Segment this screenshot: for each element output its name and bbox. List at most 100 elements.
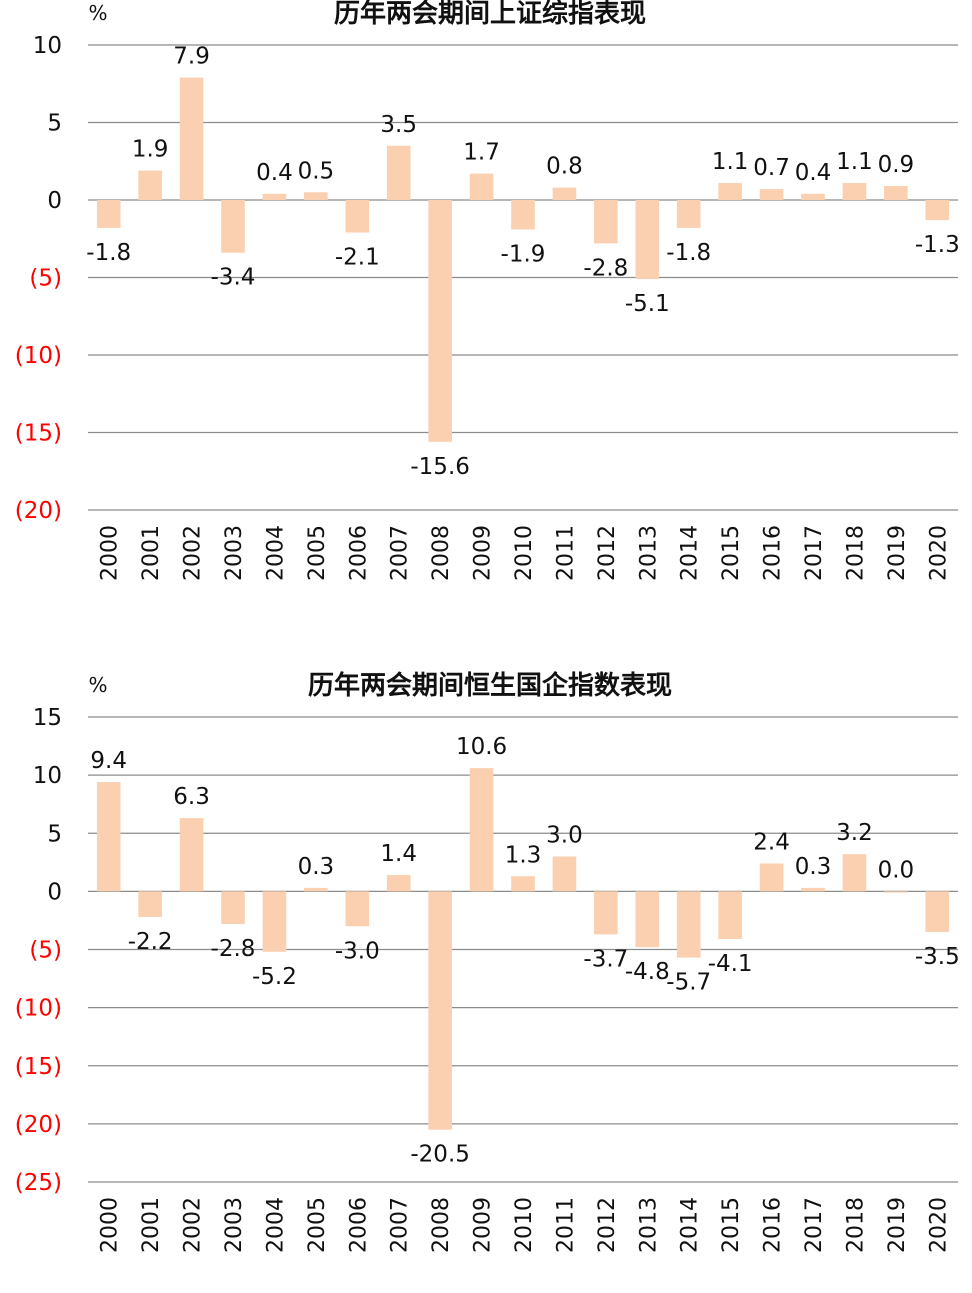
y-tick-label: (10) [15, 343, 62, 369]
data-label: -20.5 [410, 1142, 470, 1168]
data-label: 1.3 [505, 842, 542, 868]
bar [925, 891, 950, 933]
bar [262, 193, 287, 200]
bar [138, 891, 162, 917]
y-tick-label: (5) [29, 266, 62, 292]
bar [179, 77, 204, 200]
x-tick-label: 2011 [553, 1197, 578, 1253]
x-tick-label: 2015 [719, 1197, 744, 1253]
bars [96, 768, 950, 1130]
y-tick-label: 0 [47, 879, 62, 905]
bar [262, 891, 287, 952]
y-tick-label: (15) [15, 1054, 62, 1080]
x-tick-label: 2014 [678, 525, 703, 581]
x-tick-label: 2002 [181, 1197, 206, 1253]
bar [801, 193, 825, 200]
data-label: 3.0 [546, 823, 583, 849]
data-label: 0.7 [753, 155, 790, 181]
x-tick-label: 2003 [222, 525, 247, 581]
y-tick-label: (20) [15, 1112, 62, 1138]
x-axis-ticks: 2000 2001 2002 2003 2004 2005 2006 2007 2008 2009… [98, 1197, 952, 1253]
data-label: -5.7 [666, 970, 711, 996]
data-label: 10.6 [456, 734, 507, 760]
x-tick-label: 2012 [595, 1197, 620, 1253]
bars [96, 77, 950, 442]
bar [345, 891, 370, 927]
bar [552, 856, 577, 892]
x-tick-label: 2011 [553, 525, 578, 581]
x-tick-label: 2019 [885, 1197, 910, 1253]
x-tick-label: 2009 [471, 1197, 496, 1253]
data-label: 0.3 [298, 854, 335, 880]
bar [676, 891, 701, 958]
x-tick-label: 2007 [388, 1197, 413, 1253]
bar [511, 876, 535, 892]
chart-title: 历年两会期间上证综指表现 [334, 0, 646, 29]
sse-composite-chart: 历年两会期间上证综指表现 % 10 5 0 (5) (10) (15) (20) -1.8 1… [15, 0, 960, 581]
data-label: -1.9 [501, 241, 546, 267]
x-tick-label: 2016 [761, 1197, 786, 1253]
data-labels: -1.81.97.9-3.40.4 0.5-2.13.5-15.61.7-1.90… [86, 44, 959, 480]
x-tick-label: 2009 [471, 525, 496, 581]
x-tick-label: 2020 [926, 1197, 951, 1253]
bar [676, 200, 701, 228]
data-label: 3.5 [380, 112, 417, 138]
x-tick-label: 2004 [263, 525, 288, 581]
data-label: -2.2 [128, 929, 173, 955]
bar [718, 891, 742, 940]
x-axis-ticks: 2000 2001 2002 2003 2004 2005 2006 2007 2008 2009… [98, 525, 952, 581]
data-label: -1.3 [915, 232, 960, 258]
data-label: -4.1 [708, 951, 753, 977]
bar [759, 189, 784, 200]
x-tick-label: 2003 [222, 1197, 247, 1253]
bar [842, 854, 867, 892]
x-tick-label: 2020 [926, 525, 951, 581]
data-label: 6.3 [173, 784, 210, 810]
gridlines [88, 716, 958, 1183]
x-tick-label: 2005 [305, 525, 330, 581]
x-tick-label: 2004 [263, 1197, 288, 1253]
data-label: 1.7 [463, 140, 500, 166]
x-tick-label: 2006 [346, 525, 371, 581]
data-label: 0.0 [878, 857, 915, 883]
data-label: -3.0 [335, 938, 380, 964]
bar [96, 782, 121, 892]
y-tick-label: 5 [47, 821, 62, 847]
data-label: 1.9 [132, 137, 169, 163]
bar [552, 187, 577, 200]
hscei-chart: 历年两会期间恒生国企指数表现 % 15 10 5 0 (5) (10) (15) (20) (2… [15, 670, 960, 1253]
bar [594, 200, 618, 244]
data-label: 1.1 [712, 149, 749, 175]
x-tick-label: 2000 [98, 1197, 123, 1253]
data-label: 1.4 [380, 841, 417, 867]
bar [469, 768, 494, 892]
data-label: 0.4 [256, 160, 293, 186]
x-tick-label: 2008 [429, 1197, 454, 1253]
bar [759, 863, 784, 892]
y-tick-label: (5) [29, 938, 62, 964]
data-label: -2.8 [583, 255, 628, 281]
bar [386, 875, 411, 892]
data-label: 0.5 [298, 158, 335, 184]
bar [428, 200, 452, 442]
x-tick-label: 2006 [346, 1197, 371, 1253]
x-tick-label: 2019 [885, 525, 910, 581]
data-label: 0.4 [795, 160, 832, 186]
bar [345, 200, 370, 233]
bar [594, 891, 618, 935]
chart-title: 历年两会期间恒生国企指数表现 [308, 670, 672, 701]
data-labels: 9.4 -2.2 6.3 -2.8-5.2 0.3 -3.0 1.4 -20.5 10.6 1.3… [90, 734, 959, 1168]
x-tick-label: 2017 [802, 525, 827, 581]
x-tick-label: 2010 [512, 525, 537, 581]
unit-label: % [88, 673, 107, 697]
bar [718, 182, 742, 200]
x-tick-label: 2018 [843, 525, 868, 581]
x-tick-label: 2007 [388, 525, 413, 581]
y-axis-ticks: 15 10 5 0 (5) (10) (15) (20) (25) [15, 705, 62, 1196]
x-tick-label: 2010 [512, 1197, 537, 1253]
x-tick-label: 2013 [636, 1197, 661, 1253]
bar [221, 200, 245, 253]
data-label: 0.8 [546, 154, 583, 180]
data-label: 0.3 [795, 854, 832, 880]
bar [511, 200, 535, 230]
